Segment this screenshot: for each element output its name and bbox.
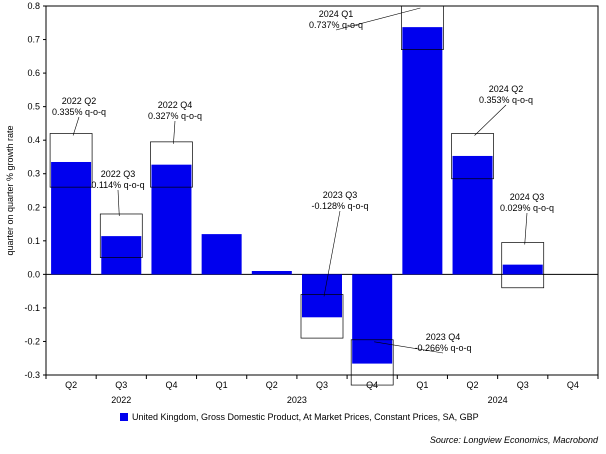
annotation-period: 2022 Q4 (158, 100, 193, 110)
y-tick-label: -0.2 (24, 336, 40, 346)
annotation-leader (474, 104, 507, 136)
annotation-box (451, 133, 494, 180)
bar-q4 (352, 274, 393, 364)
x-tick-label: Q2 (266, 380, 278, 390)
y-tick-label: 0.3 (27, 169, 40, 179)
annotation-box (49, 133, 93, 188)
y-tick-label: 0.6 (27, 68, 40, 78)
annotation-period: 2022 Q2 (62, 96, 97, 106)
legend-swatch (120, 413, 128, 421)
year-label: 2022 (111, 395, 131, 405)
annotation-box (401, 5, 444, 50)
y-tick-label: 0.4 (27, 135, 40, 145)
bar-q1 (402, 27, 443, 275)
x-tick-label: Q1 (216, 380, 228, 390)
annotation-leader (173, 120, 176, 144)
x-tick-label: Q3 (517, 380, 529, 390)
x-tick-label: Q2 (467, 380, 479, 390)
annotation-box (350, 339, 394, 386)
annotation-leader (117, 189, 120, 216)
bar-q4 (151, 164, 192, 275)
annotation-box (99, 213, 143, 258)
x-tick-label: Q4 (366, 380, 378, 390)
bar-q2 (51, 161, 92, 275)
y-tick-label: 0.1 (27, 236, 40, 246)
y-tick-label: 0.7 (27, 35, 40, 45)
annotation-box (150, 141, 193, 188)
annotation-value: 0.114% q-o-q (91, 180, 144, 190)
legend: United Kingdom, Gross Domestic Product, … (120, 412, 479, 422)
annotation-value: 0.327% q-o-q (148, 111, 202, 121)
bar-q2 (251, 271, 292, 275)
annotation-leader (524, 212, 528, 245)
annotation-period: 2023 Q3 (323, 190, 358, 200)
annotation-period: 2024 Q3 (510, 192, 545, 202)
annotation-value: 0.353% q-o-q (479, 95, 533, 105)
year-label: 2024 (488, 395, 508, 405)
y-tick-label: 0.8 (27, 1, 40, 11)
bar-q3 (101, 236, 142, 275)
y-tick-label: -0.1 (24, 303, 40, 313)
annotation-period: 2024 Q2 (489, 84, 524, 94)
annotation-leader (335, 7, 421, 31)
annotation-value: 0.029% q-o-q (500, 203, 554, 213)
annotation-period: 2022 Q3 (101, 169, 136, 179)
annotation-leader (323, 210, 341, 297)
annotation-box (300, 294, 344, 339)
x-tick-label: Q3 (115, 380, 127, 390)
annotation-box (501, 242, 545, 289)
annotation-value: 0.335% q-o-q (52, 107, 106, 117)
annotation-value: 0.737% q-o-q (309, 20, 363, 30)
bar-q3 (302, 274, 342, 318)
annotation-value: -0.266% q-o-q (414, 343, 471, 353)
legend-label: United Kingdom, Gross Domestic Product, … (132, 412, 479, 422)
plot-frame (45, 5, 599, 376)
x-tick-label: Q4 (567, 380, 579, 390)
x-tick-label: Q1 (416, 380, 428, 390)
annotation-leader (374, 341, 444, 354)
year-label: 2023 (287, 395, 307, 405)
bar-q1 (201, 234, 242, 275)
annotation-value: -0.128% q-o-q (311, 201, 368, 211)
y-tick-label: 0.0 (27, 269, 40, 279)
annotation-period: 2024 Q1 (319, 9, 354, 19)
bar-q3 (502, 264, 543, 275)
annotation-period: 2023 Q4 (426, 332, 461, 342)
bar-q2 (452, 155, 493, 275)
x-tick-label: Q2 (65, 380, 77, 390)
y-axis-label: quarter on quarter % growth rate (5, 125, 15, 255)
source-note: Source: Longview Economics, Macrobond (429, 435, 598, 445)
y-tick-label: -0.3 (24, 370, 40, 380)
x-tick-label: Q4 (165, 380, 177, 390)
y-tick-label: 0.2 (27, 202, 40, 212)
x-tick-label: Q3 (316, 380, 328, 390)
annotation-leader (72, 116, 80, 136)
y-tick-label: 0.5 (27, 102, 40, 112)
